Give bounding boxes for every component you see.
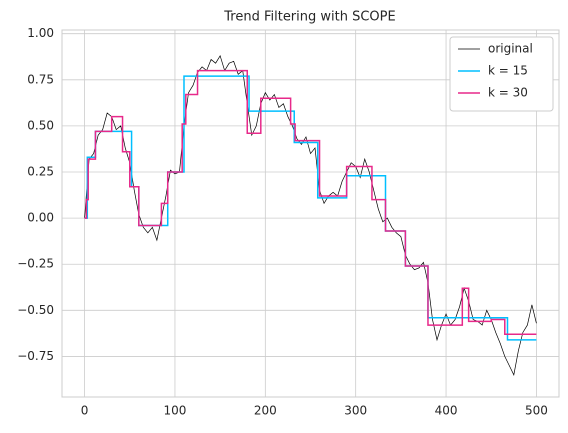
x-tick-label: 500 xyxy=(525,404,548,418)
plot-frame xyxy=(61,29,560,398)
chart-title: Trend Filtering with SCOPE xyxy=(223,10,395,25)
x-tick-label: 0 xyxy=(81,404,89,418)
legend-label: k = 30 xyxy=(488,86,528,100)
legend-label: original xyxy=(488,42,533,56)
y-tick-label: −0.25 xyxy=(17,257,54,271)
y-tick-label: −0.75 xyxy=(17,349,54,363)
x-tick-label: 300 xyxy=(344,404,367,418)
y-tick-label: 0.50 xyxy=(27,118,54,132)
y-tick-label: 1.00 xyxy=(27,26,54,40)
y-tick-label: 0.75 xyxy=(27,72,54,86)
x-tick-label: 100 xyxy=(164,404,187,418)
x-tick-label: 200 xyxy=(254,404,277,418)
x-tick-label: 400 xyxy=(435,404,458,418)
y-tick-label: 0.25 xyxy=(27,165,54,179)
y-tick-label: −0.50 xyxy=(17,303,54,317)
series-line xyxy=(84,69,537,336)
legend-label: k = 15 xyxy=(488,64,528,78)
y-tick-label: 0.00 xyxy=(27,211,54,225)
